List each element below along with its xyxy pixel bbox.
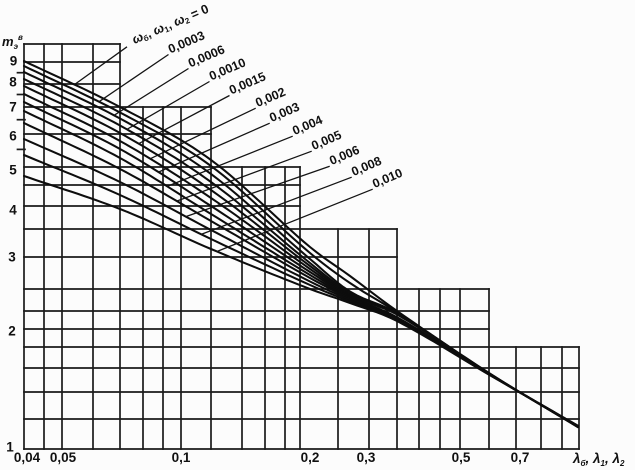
svg-text:mэв: mэв: [2, 33, 23, 51]
svg-text:1: 1: [6, 440, 14, 455]
svg-text:0,05: 0,05: [50, 450, 77, 465]
svg-text:5: 5: [9, 163, 17, 178]
svg-text:0,2: 0,2: [301, 450, 320, 465]
svg-text:0,04: 0,04: [14, 450, 41, 465]
svg-text:6: 6: [9, 129, 17, 144]
svg-text:0,1: 0,1: [172, 450, 191, 465]
svg-text:9: 9: [10, 54, 18, 69]
svg-text:0,3: 0,3: [357, 450, 376, 465]
svg-text:0,7: 0,7: [511, 450, 530, 465]
svg-text:0,5: 0,5: [452, 450, 471, 465]
svg-text:7: 7: [9, 100, 17, 115]
svg-text:λб, λ1, λ2: λб, λ1, λ2: [572, 451, 625, 468]
svg-text:8: 8: [9, 75, 17, 90]
svg-text:3: 3: [8, 250, 16, 265]
svg-text:2: 2: [8, 324, 16, 339]
svg-text:4: 4: [9, 203, 17, 218]
